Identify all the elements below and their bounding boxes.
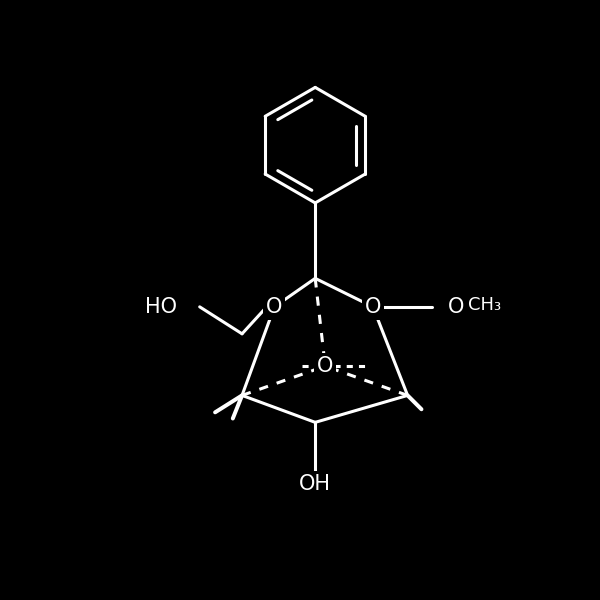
Text: HO: HO [145,297,176,317]
Text: O: O [365,297,381,317]
Text: CH₃: CH₃ [467,296,501,314]
Text: O: O [266,297,283,317]
Text: OH: OH [299,474,331,494]
Text: O: O [317,356,334,376]
Text: O: O [448,297,464,317]
